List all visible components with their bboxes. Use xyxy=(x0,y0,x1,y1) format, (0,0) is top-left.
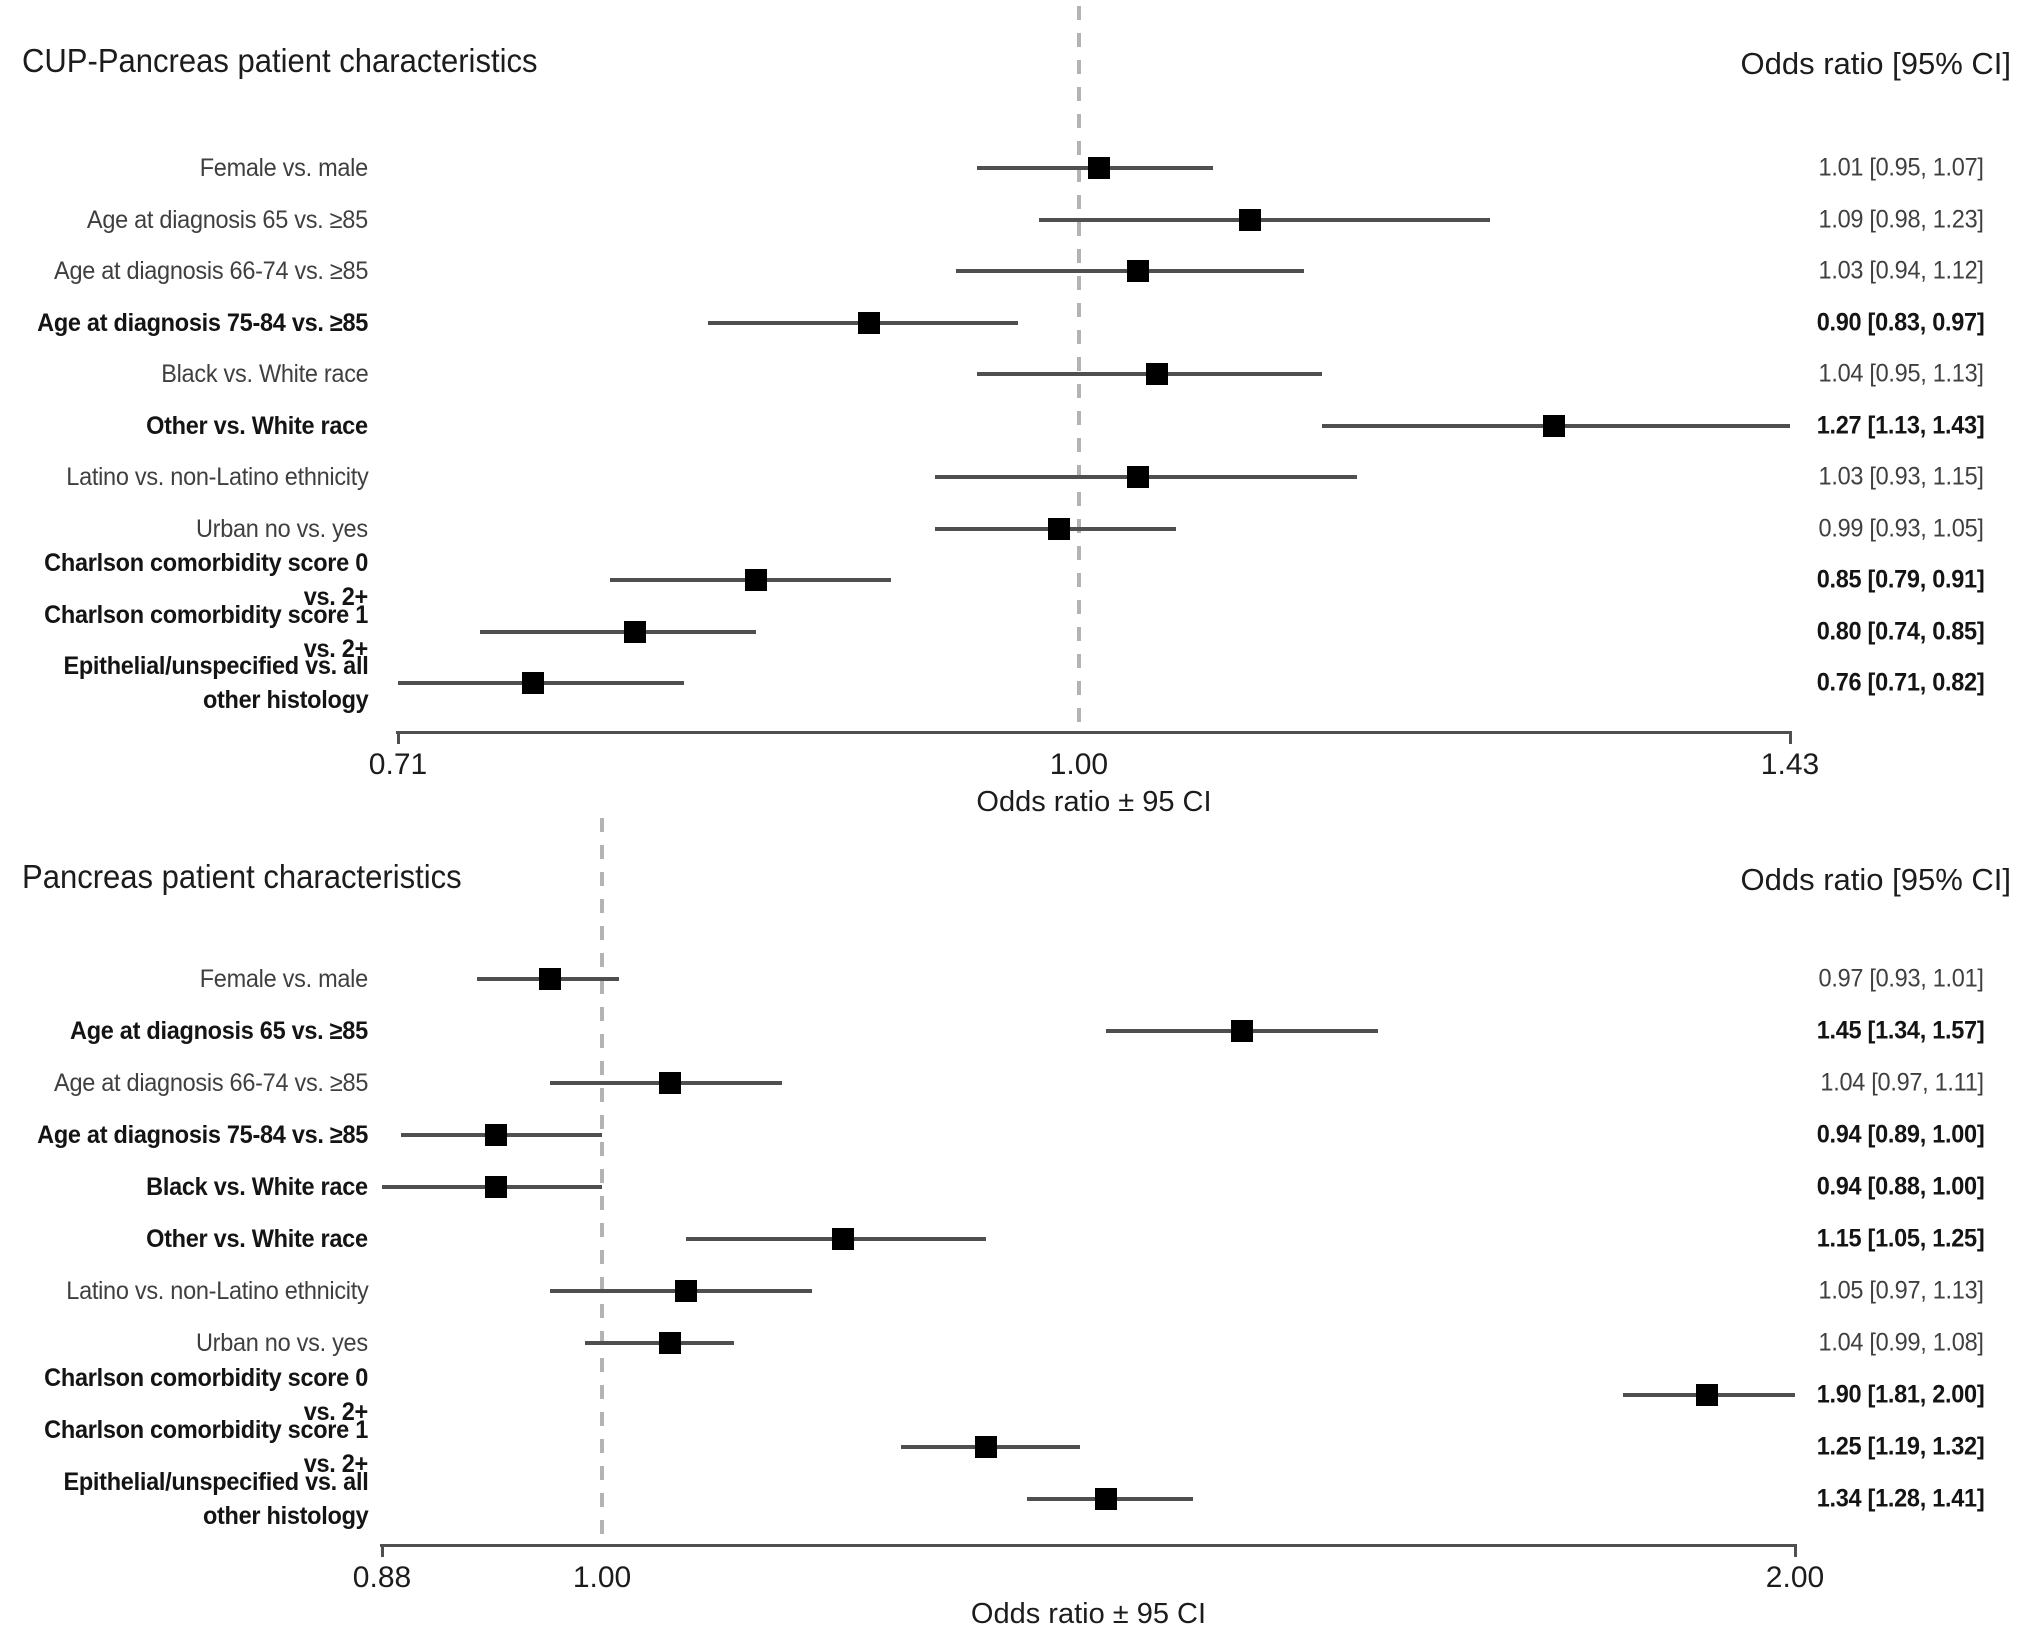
odds-ratio-column-header: Odds ratio [95% CI] xyxy=(1740,862,2011,897)
odds-ratio-marker xyxy=(1145,363,1168,385)
odds-ratio-value: 1.01 [0.95, 1.07] xyxy=(1818,153,1984,182)
x-axis-line xyxy=(396,731,1792,734)
odds-ratio-value: 1.90 [1.81, 2.00] xyxy=(1816,1380,1984,1409)
axis-tick-label: 1.00 xyxy=(1049,748,1109,781)
row-label: Charlson comorbidity score 1 vs. 2+ xyxy=(44,600,369,663)
row-label: Charlson comorbidity score 1 vs. 2+ xyxy=(44,1416,369,1478)
odds-ratio-marker xyxy=(1230,1020,1253,1042)
odds-ratio-value: 1.03 [0.94, 1.12] xyxy=(1818,256,1984,285)
row-label: Black vs. White race xyxy=(146,1173,368,1201)
axis-title: Odds ratio ± 95 CI xyxy=(976,786,1212,818)
odds-ratio-marker xyxy=(858,311,881,334)
odds-ratio-marker xyxy=(1094,1488,1117,1510)
reference-line xyxy=(600,818,605,1544)
odds-ratio-marker xyxy=(744,569,767,591)
x-axis-line xyxy=(380,1544,1797,1547)
plot-title: CUP-Pancreas patient characteristics xyxy=(22,42,538,79)
odds-ratio-marker xyxy=(1695,1384,1718,1406)
odds-ratio-value: 0.90 [0.83, 0.97] xyxy=(1816,308,1984,336)
odds-ratio-marker xyxy=(1543,414,1566,437)
axis-tick xyxy=(380,1544,384,1557)
odds-ratio-value: 1.15 [1.05, 1.25] xyxy=(1816,1224,1984,1253)
row-label: Urban no vs. yes xyxy=(196,514,368,543)
odds-ratio-marker xyxy=(1087,157,1110,179)
odds-ratio-marker xyxy=(484,1124,507,1146)
odds-ratio-value: 1.03 [0.93, 1.15] xyxy=(1818,462,1984,491)
axis-title: Odds ratio ± 95 CI xyxy=(970,1598,1207,1630)
row-label: Epithelial/unspecified vs. all other his… xyxy=(63,1468,368,1530)
odds-ratio-marker xyxy=(831,1228,854,1250)
odds-ratio-value: 0.80 [0.74, 0.85] xyxy=(1816,617,1984,645)
axis-tick-label: 2.00 xyxy=(1765,1561,1825,1594)
odds-ratio-value: 0.94 [0.89, 1.00] xyxy=(1816,1120,1984,1149)
odds-ratio-value: 1.34 [1.28, 1.41] xyxy=(1816,1484,1984,1513)
row-label: Age at diagnosis 75-84 vs. ≥85 xyxy=(37,1121,368,1149)
odds-ratio-value: 0.76 [0.71, 0.82] xyxy=(1816,668,1984,697)
odds-ratio-marker xyxy=(658,1072,681,1094)
axis-tick-label: 0.71 xyxy=(368,748,428,781)
odds-ratio-marker xyxy=(975,1436,998,1458)
plot-title: Pancreas patient characteristics xyxy=(22,858,462,895)
ci-line xyxy=(480,629,756,634)
odds-ratio-value: 0.97 [0.93, 1.01] xyxy=(1818,964,1984,993)
odds-ratio-marker xyxy=(522,672,545,694)
odds-ratio-value: 1.25 [1.19, 1.32] xyxy=(1816,1432,1984,1461)
odds-ratio-value: 1.04 [0.97, 1.11] xyxy=(1820,1068,1985,1097)
reference-line xyxy=(1076,6,1081,731)
row-label: Latino vs. non-Latino ethnicity xyxy=(65,1277,368,1305)
odds-ratio-value: 0.99 [0.93, 1.05] xyxy=(1818,514,1984,542)
row-label: Other vs. White race xyxy=(146,1225,368,1253)
odds-ratio-marker xyxy=(1126,466,1149,488)
row-label: Charlson comorbidity score 0 vs. 2+ xyxy=(44,1364,369,1426)
odds-ratio-value: 1.09 [0.98, 1.23] xyxy=(1818,205,1984,233)
row-label: Age at diagnosis 65 vs. ≥85 xyxy=(70,1017,368,1045)
row-label: Black vs. White race xyxy=(160,360,369,388)
axis-tick-label: 1.43 xyxy=(1760,748,1820,781)
row-label: Urban no vs. yes xyxy=(196,1329,368,1357)
odds-ratio-value: 1.45 [1.34, 1.57] xyxy=(1816,1016,1984,1045)
row-label: Latino vs. non-Latino ethnicity xyxy=(65,463,368,491)
odds-ratio-marker xyxy=(484,1176,507,1198)
axis-tick xyxy=(396,731,400,744)
row-label: Female vs. male xyxy=(199,154,368,182)
axis-tick xyxy=(1793,1544,1797,1557)
row-label: Epithelial/unspecified vs. all other his… xyxy=(63,652,368,714)
odds-ratio-marker xyxy=(1239,208,1262,231)
row-label: Age at diagnosis 75-84 vs. ≥85 xyxy=(37,308,368,337)
odds-ratio-column-header: Odds ratio [95% CI] xyxy=(1740,46,2011,81)
row-label: Age at diagnosis 65 vs. ≥85 xyxy=(87,205,368,234)
axis-tick-label: 0.88 xyxy=(352,1561,412,1594)
odds-ratio-marker xyxy=(658,1332,681,1354)
odds-ratio-marker xyxy=(1047,517,1070,540)
odds-ratio-marker xyxy=(538,968,561,990)
odds-ratio-value: 1.04 [0.95, 1.13] xyxy=(1818,359,1984,388)
row-label: Age at diagnosis 66-74 vs. ≥85 xyxy=(53,1069,368,1097)
row-label: Other vs. White race xyxy=(146,411,368,440)
row-label: Charlson comorbidity score 0 vs. 2+ xyxy=(44,549,369,611)
odds-ratio-value: 0.85 [0.79, 0.91] xyxy=(1816,565,1984,594)
odds-ratio-value: 1.04 [0.99, 1.08] xyxy=(1818,1328,1984,1357)
odds-ratio-marker xyxy=(624,620,647,643)
odds-ratio-value: 1.05 [0.97, 1.13] xyxy=(1818,1276,1984,1305)
odds-ratio-marker xyxy=(1126,260,1149,282)
axis-tick-label: 1.00 xyxy=(572,1561,632,1594)
odds-ratio-marker xyxy=(674,1280,697,1302)
row-label: Female vs. male xyxy=(199,965,368,993)
axis-tick xyxy=(1788,731,1792,744)
ci-line xyxy=(1038,217,1491,222)
row-label: Age at diagnosis 66-74 vs. ≥85 xyxy=(53,257,368,285)
odds-ratio-value: 1.27 [1.13, 1.43] xyxy=(1816,411,1984,439)
odds-ratio-value: 0.94 [0.88, 1.00] xyxy=(1816,1172,1984,1201)
